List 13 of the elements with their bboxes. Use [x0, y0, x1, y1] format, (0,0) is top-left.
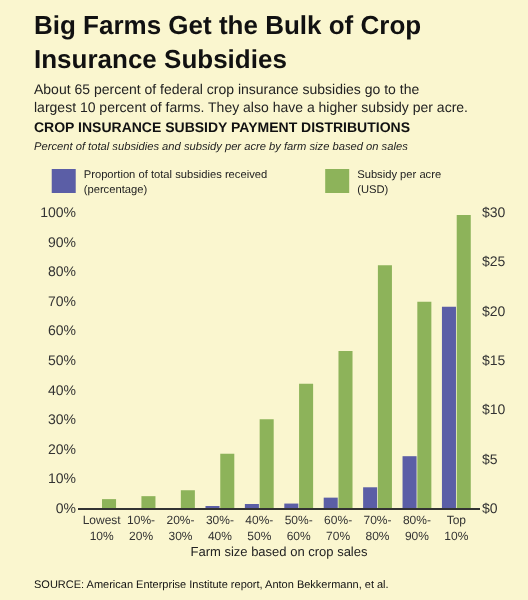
bar	[180, 490, 195, 508]
bar	[102, 499, 117, 508]
bar	[141, 496, 156, 508]
bar	[363, 487, 378, 508]
bar	[220, 453, 235, 508]
bar	[338, 351, 353, 508]
bar	[417, 301, 432, 508]
bar	[377, 265, 392, 508]
bar	[323, 497, 338, 508]
bar	[299, 383, 314, 508]
chart-title: Big Farms Get the Bulk of Crop Insurance Subsidies	[34, 10, 422, 74]
bar	[402, 456, 417, 508]
bar	[259, 419, 274, 508]
